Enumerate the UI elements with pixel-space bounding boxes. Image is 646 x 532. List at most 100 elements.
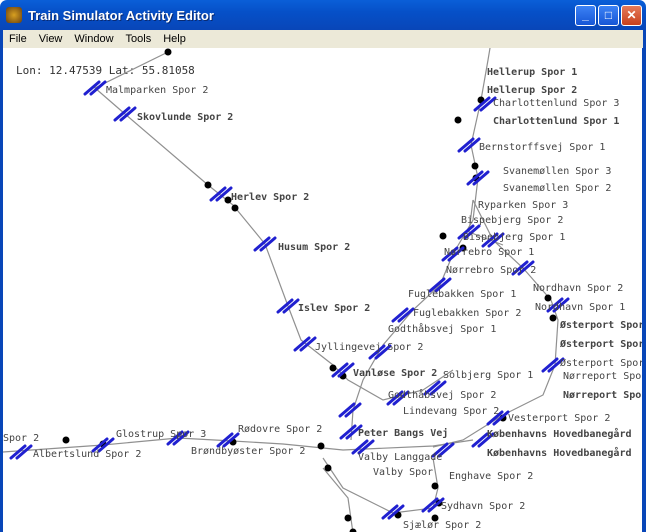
station-label: Jyllingevej Spor 2 [315,342,423,353]
track-node [454,116,462,124]
platform-marker-icon [473,96,491,112]
track-line [468,199,504,246]
track-node [224,196,232,204]
station-label: Nørrebro Spor 2 [446,265,536,276]
map-canvas[interactable]: Lon: 12.47539 Lat: 55.81058 Malmparken S… [0,48,646,532]
platform-marker-icon [113,106,131,122]
track-node [439,232,447,240]
platform-marker-icon [441,246,459,262]
platform-marker-icon [428,277,446,293]
station-label: Charlottenlund Spor 1 [493,116,619,127]
station-label: Østerport Spor [560,357,643,369]
platform-marker-icon [83,80,101,96]
station-label: Svanemøllen Spor 3 [503,166,611,177]
station-label: Svanemøllen Spor 2 [503,183,611,194]
track-line [350,48,491,441]
station-label: Godthåbsvej Spor 1 [388,322,496,335]
coordinate-readout: Lon: 12.47539 Lat: 55.81058 [16,64,195,77]
track-line [322,457,439,514]
platform-marker-icon [331,362,349,378]
station-label: Københavns Hovedbanegård [487,427,632,440]
platform-marker-icon [222,432,240,448]
station-label: Sydhavn Spor 2 [441,501,525,512]
title-bar: Train Simulator Activity Editor _ □ ✕ [0,0,646,30]
platform-marker-icon [423,380,441,396]
station-label: Albertslund Spor 2 [33,449,141,460]
platform-marker-icon [463,137,481,153]
station-label: Fuglebakken Spor 1 [408,289,516,300]
platform-marker-icon [91,437,109,453]
track-node [62,436,70,444]
menu-help[interactable]: Help [163,33,186,45]
track-node [164,48,172,56]
station-label: Valby Spor [373,467,433,478]
menu-window[interactable]: Window [74,33,114,45]
platform-marker-icon [259,236,277,252]
platform-marker-icon [253,236,271,252]
platform-marker-icon [351,439,369,455]
track-node [317,442,325,450]
platform-marker-icon [299,336,317,352]
platform-marker-icon [391,307,409,323]
station-label: Københavns Hovedbanegård [487,446,632,459]
platform-marker-icon [434,277,452,293]
platform-marker-icon [492,410,510,426]
track-node [471,162,479,170]
platform-marker-icon [215,186,233,202]
track-node [329,364,337,372]
platform-marker-icon [89,80,107,96]
menu-file[interactable]: File [9,33,27,45]
platform-marker-icon [541,357,559,373]
platform-marker-icon [276,298,294,314]
platform-marker-icon [431,442,449,458]
track-node [231,204,239,212]
menu-view[interactable]: View [38,33,63,45]
platform-marker-icon [97,437,115,453]
station-label: Østerport Spor [559,319,643,331]
track-node [324,464,332,472]
track-node [544,294,552,302]
platform-marker-icon [119,106,137,122]
station-label: Islev Spor 2 [298,303,370,314]
close-button[interactable]: ✕ [621,5,642,26]
platform-marker-icon [339,424,357,440]
menu-bar: File View Window Tools Help [0,30,646,48]
station-label: Charlottenlund Spor 3 [493,98,619,109]
station-label: Skovlunde Spor 2 [137,112,233,123]
platform-marker-icon [517,260,535,276]
station-label: Nørrebro Spor 1 [444,247,534,258]
station-label: Bernstorffsvej Spor 1 [479,142,605,153]
platform-marker-icon [481,232,499,248]
track-line [432,199,559,448]
station-label: Rødovre Spor 2 [238,424,322,435]
station-label: Nordhavn Spor 1 [535,302,625,313]
station-label: Lindevang Spor 2 [403,406,499,417]
platform-marker-icon [357,439,375,455]
platform-marker-icon [216,432,234,448]
platform-marker-icon [487,232,505,248]
track-node [204,181,212,189]
menu-tools[interactable]: Tools [125,33,152,45]
station-label: Glostrup Spor 3 [116,429,206,440]
platform-marker-icon [387,504,405,520]
minimize-button[interactable]: _ [575,5,596,26]
station-label: Enghave Spor 2 [449,471,533,482]
maximize-button[interactable]: □ [598,5,619,26]
station-label: Valby Langgade [358,452,442,463]
track-node [431,514,439,522]
station-label: Husum Spor 2 [278,242,350,253]
platform-marker-icon [421,497,439,513]
station-label: Nordhavn Spor 2 [533,283,623,294]
station-label: Peter Bangs Vej [358,427,448,439]
platform-marker-icon [552,297,570,313]
platform-marker-icon [486,410,504,426]
platform-marker-icon [466,170,484,186]
platform-marker-icon [546,297,564,313]
station-label: Spor 2 [3,433,39,444]
track-map[interactable]: Malmparken Spor 2 Skovlunde Spor 2 Herlev … [3,48,643,532]
platform-marker-icon [9,444,27,460]
track-node [549,314,557,322]
platform-marker-icon [374,344,392,360]
platform-marker-icon [344,402,362,418]
platform-marker-icon [547,357,565,373]
